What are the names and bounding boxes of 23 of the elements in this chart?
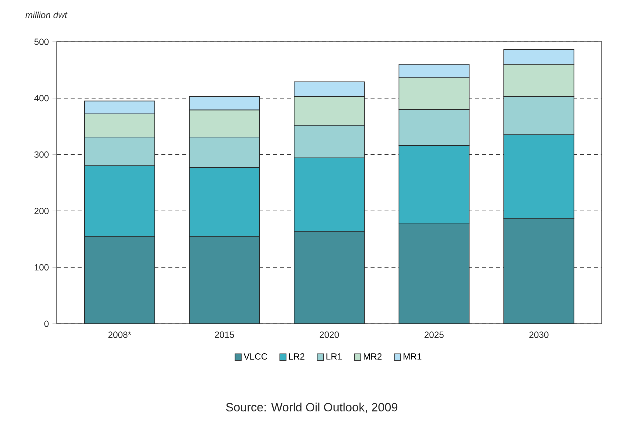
bar (504, 218, 575, 324)
source-note: Source: World Oil Outlook, 2009 (226, 402, 398, 414)
y-tick-label: 0 (44, 320, 49, 328)
bar (294, 232, 365, 324)
bar (84, 236, 156, 324)
bar (398, 224, 470, 324)
y-tick-label: 300 (34, 152, 49, 158)
y-tick-label: 200 (34, 208, 49, 214)
legend-label: LR1 (326, 354, 342, 360)
y-tick-label: 100 (34, 264, 49, 271)
x-tick-label: 2020 (320, 332, 340, 338)
y-tick-label: 500 (34, 38, 49, 46)
legend-label: MR1 (404, 354, 422, 360)
y-axis-title: million dwt (26, 12, 68, 18)
bar (189, 236, 260, 324)
x-tick-label: 2030 (530, 332, 549, 338)
legend-label: VLCC (244, 354, 268, 360)
legend-label: MR2 (364, 354, 382, 360)
legend-label: LR2 (289, 354, 305, 360)
x-tick-label: 2008* (108, 332, 132, 338)
x-tick-label: 2015 (215, 332, 234, 338)
y-tick-label: 400 (34, 95, 49, 102)
x-tick-label: 2025 (424, 332, 444, 338)
